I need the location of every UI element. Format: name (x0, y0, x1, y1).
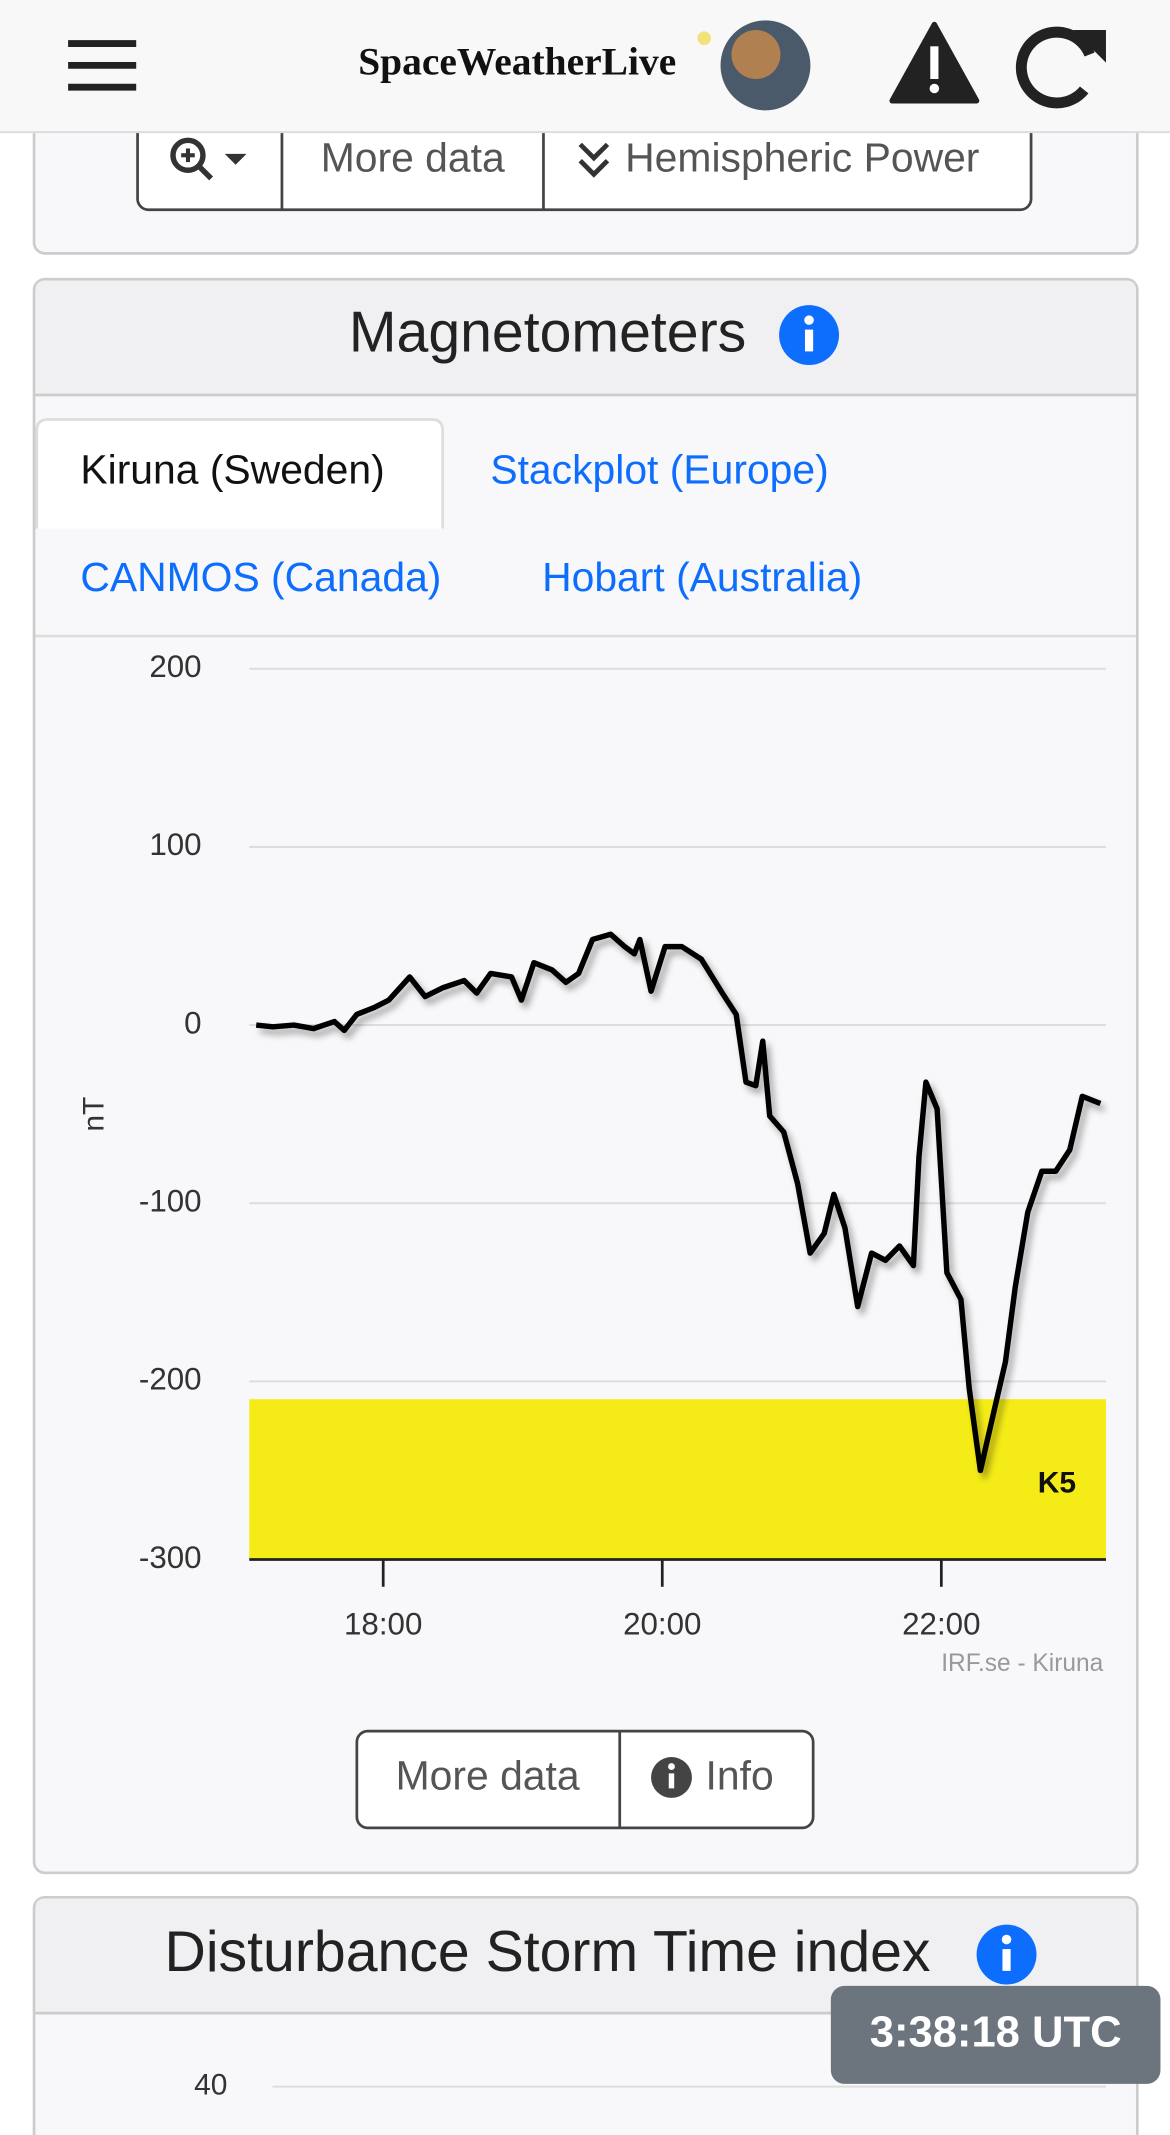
y-tick-label: 200 (149, 649, 201, 684)
y-tick-label: 0 (184, 1005, 201, 1040)
active-tab[interactable] (35, 418, 445, 529)
y-tick-label: 100 (149, 827, 201, 862)
button-label[interactable]: Info (706, 1753, 774, 1799)
y-tick-label: 40 (194, 2069, 227, 2102)
globe-shade (731, 29, 781, 79)
band-label: K5 (1038, 1467, 1076, 1500)
navbar (0, 0, 1170, 133)
menu-icon[interactable] (68, 40, 137, 91)
clock-badge (830, 1985, 1161, 2084)
tab[interactable]: Hobart (Australia) (542, 554, 862, 600)
button-group[interactable] (355, 1729, 815, 1830)
info-icon[interactable] (976, 1924, 1037, 1985)
zoom-icon[interactable] (170, 137, 214, 181)
alert-mark (930, 46, 939, 79)
y-tick-label: -100 (139, 1184, 202, 1219)
card-header (35, 280, 1136, 395)
brand[interactable]: SpaceWeatherLive (358, 39, 676, 83)
info-icon (651, 1757, 692, 1798)
info-icon[interactable] (779, 305, 840, 366)
k-band (249, 1399, 1106, 1560)
sun (697, 31, 711, 45)
refresh-icon[interactable] (1015, 26, 1095, 109)
card-header (35, 1898, 1136, 2014)
chevrons (578, 142, 610, 178)
tab[interactable]: CANMOS (Canada) (80, 554, 441, 600)
refresh-arrow (1073, 29, 1106, 63)
tab[interactable]: Kiruna (Sweden) (80, 446, 384, 492)
y-axis-label: nT (77, 1097, 110, 1132)
alert-dot (929, 83, 940, 94)
y-tick-label: -200 (139, 1362, 202, 1397)
tab[interactable]: Stackplot (Europe) (490, 446, 828, 492)
chart: K5 200 100 0 -100 -200 -300 18:00 20:00 22:00 (139, 649, 1106, 1642)
card-title: Magnetometers (349, 301, 746, 365)
card-title: Disturbance Storm Time index (165, 1920, 931, 1984)
data-line (255, 931, 1102, 1474)
button-label[interactable]: More data (321, 135, 505, 181)
x-tick-label: 20:00 (623, 1607, 701, 1642)
button-label[interactable]: Hemispheric Power (625, 135, 979, 181)
x-tick-label: 22:00 (902, 1607, 980, 1642)
credit: IRF.se - Kiruna (941, 1650, 1103, 1677)
caret (224, 153, 247, 165)
y-tick-label: -300 (139, 1540, 202, 1575)
clock: 3:38:18 UTC (870, 2008, 1122, 2056)
button-label[interactable]: More data (396, 1753, 580, 1799)
x-tick-label: 18:00 (344, 1607, 422, 1642)
